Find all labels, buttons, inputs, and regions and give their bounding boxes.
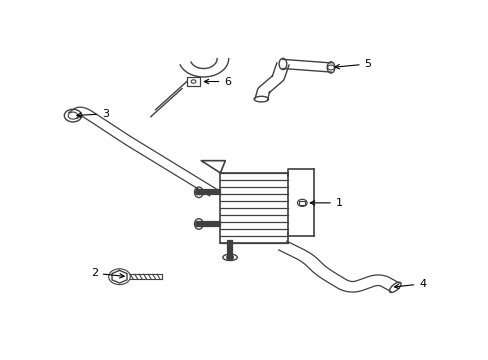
Ellipse shape [279,58,286,69]
Ellipse shape [194,187,203,198]
Ellipse shape [223,254,237,261]
Text: 1: 1 [310,198,342,208]
Ellipse shape [254,96,268,102]
Text: 2: 2 [90,268,124,278]
Bar [220,173,287,243]
Text: 5: 5 [334,59,371,69]
Text: 3: 3 [77,109,109,119]
Text: 6: 6 [204,77,231,86]
Bar [186,77,200,86]
Text: 4: 4 [394,279,426,289]
Bar [299,201,305,205]
Ellipse shape [388,282,400,293]
Ellipse shape [194,219,203,229]
Ellipse shape [326,62,334,73]
